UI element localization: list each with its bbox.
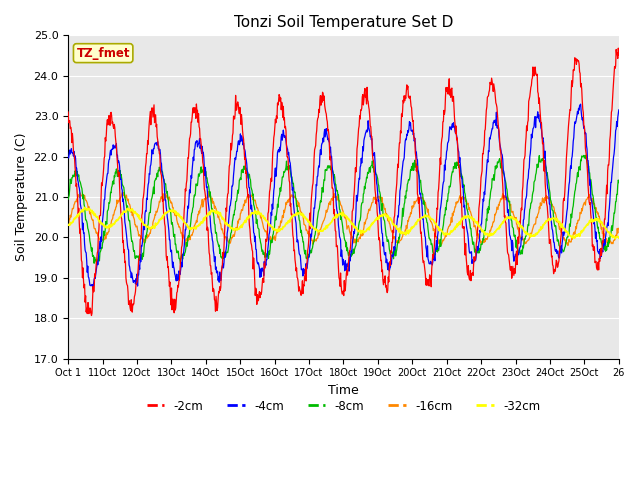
Text: TZ_fmet: TZ_fmet	[76, 47, 130, 60]
Legend: -2cm, -4cm, -8cm, -16cm, -32cm: -2cm, -4cm, -8cm, -16cm, -32cm	[142, 395, 545, 417]
Title: Tonzi Soil Temperature Set D: Tonzi Soil Temperature Set D	[234, 15, 453, 30]
Y-axis label: Soil Temperature (C): Soil Temperature (C)	[15, 132, 28, 261]
X-axis label: Time: Time	[328, 384, 359, 397]
